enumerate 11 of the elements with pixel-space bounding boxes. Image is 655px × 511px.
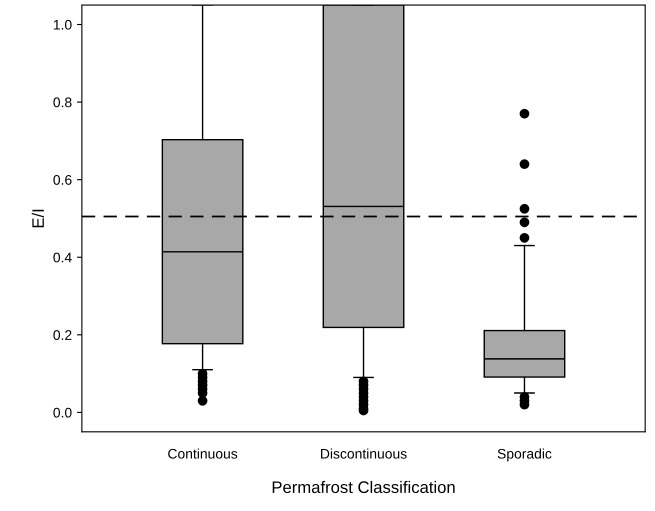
y-tick-label: 0.6	[53, 174, 72, 185]
x-tick-label: Discontinuous	[321, 448, 407, 459]
y-tick-label: 0.4	[53, 252, 72, 262]
x-tick-label: Continuous	[168, 448, 238, 459]
y-tick-label: 0.2	[53, 330, 72, 340]
y-tick-label: 0.8	[53, 97, 72, 108]
x-tick-label: Sporadic	[498, 448, 552, 462]
y-tick-label: 0.0	[53, 408, 72, 418]
y-tick-label: 1.0	[54, 20, 72, 30]
x-axis-title: Permafrost Classification	[272, 480, 455, 494]
y-axis-title: E/I	[32, 210, 44, 228]
